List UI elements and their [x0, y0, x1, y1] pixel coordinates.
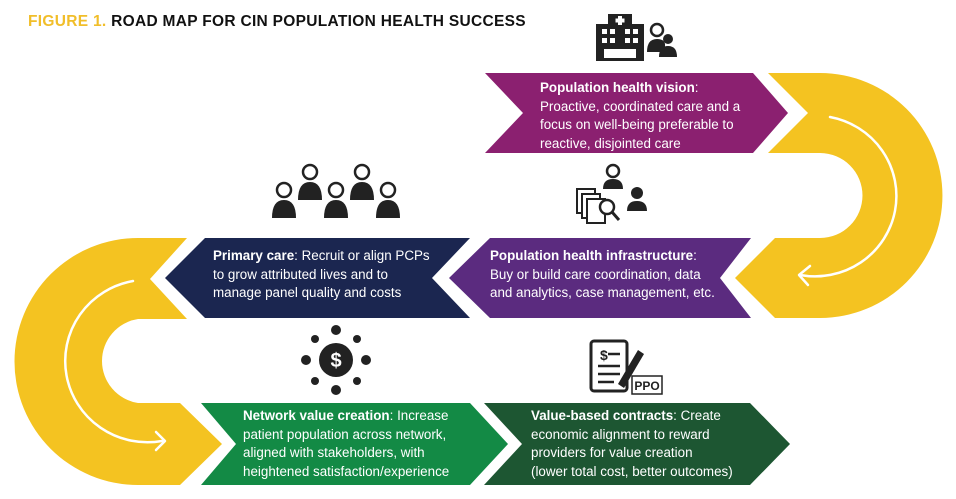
step-body-line: focus on well-being preferable to	[540, 117, 734, 132]
u-turn-flow-line-right	[798, 115, 898, 278]
svg-text:$: $	[600, 347, 608, 363]
figure-label: FIGURE 1.	[28, 13, 107, 30]
data-analytics-team-icon	[576, 163, 647, 224]
step-body-line: aligned with stakeholders, with	[243, 445, 425, 460]
separator: :	[694, 80, 699, 95]
u-turn-arrow-left	[14, 238, 222, 485]
figure-title: FIGURE 1. ROAD MAP FOR CIN POPULATION HE…	[28, 13, 526, 31]
contract-ppo-icon: $ PPO	[589, 339, 663, 395]
step-body-line: Proactive, coordinated care and a	[540, 98, 741, 114]
step-contracts-chevron	[484, 403, 790, 485]
step-primary-care-text: Primary care: Recruit or align PCPs to g…	[213, 247, 430, 303]
separator: :	[673, 408, 677, 423]
stakeholders-money-icon: $	[301, 325, 371, 395]
separator: :	[389, 408, 394, 423]
step-body-line: providers for value creation	[531, 445, 693, 460]
step-body-line: Recruit or align PCPs	[297, 248, 430, 263]
separator: :	[294, 248, 298, 263]
step-heading: Network value creation	[243, 408, 390, 423]
hospital-with-doctors-icon	[596, 14, 677, 61]
step-body-line: reactive, disjointed care	[540, 135, 681, 151]
physician-group-icon	[272, 163, 400, 218]
step-vision-text: Population health vision: Proactive, coo…	[540, 79, 740, 153]
step-heading: Primary care	[213, 248, 295, 263]
step-body-line: and analytics, case management, etc.	[490, 285, 715, 300]
svg-text:$: $	[330, 350, 341, 372]
step-body-line: to grow attributed lives and to	[213, 266, 388, 282]
u-turn-arrow-right	[735, 73, 943, 318]
step-infrastructure-text: Population health infrastructure: Buy or…	[490, 247, 715, 303]
step-body-line: (lower total cost, better outcomes)	[531, 463, 733, 479]
ppo-label: PPO	[634, 379, 659, 393]
step-network-chevron	[201, 403, 508, 485]
step-body-line: patient population across network,	[243, 426, 447, 442]
figure-title-text: ROAD MAP FOR CIN POPULATION HEALTH SUCCE…	[111, 13, 526, 30]
step-contracts-text: Value-based contracts: Create economic a…	[531, 407, 733, 481]
step-heading: Population health infrastructure	[490, 248, 694, 263]
u-turn-arrowhead-right	[797, 264, 812, 287]
step-primary-care-chevron	[165, 238, 470, 318]
u-turn-flow-line-left	[64, 279, 164, 444]
step-body-line: manage panel quality and costs	[213, 285, 402, 300]
step-network-text: Network value creation: Increase patient…	[243, 407, 449, 481]
u-turn-arrowhead-left	[154, 430, 167, 452]
separator: :	[693, 248, 697, 263]
step-heading: Population health vision	[540, 80, 695, 95]
step-body-line: Create	[676, 408, 721, 423]
step-infrastructure-chevron	[449, 238, 751, 318]
step-body-line: Increase	[393, 408, 449, 423]
step-body-line: heightened satisfaction/experience	[243, 463, 450, 479]
step-body-line: economic alignment to reward	[531, 426, 710, 442]
step-body-line: Buy or build care coordination, data	[490, 266, 701, 282]
step-heading: Value-based contracts	[531, 408, 674, 423]
step-vision-chevron	[485, 73, 788, 153]
